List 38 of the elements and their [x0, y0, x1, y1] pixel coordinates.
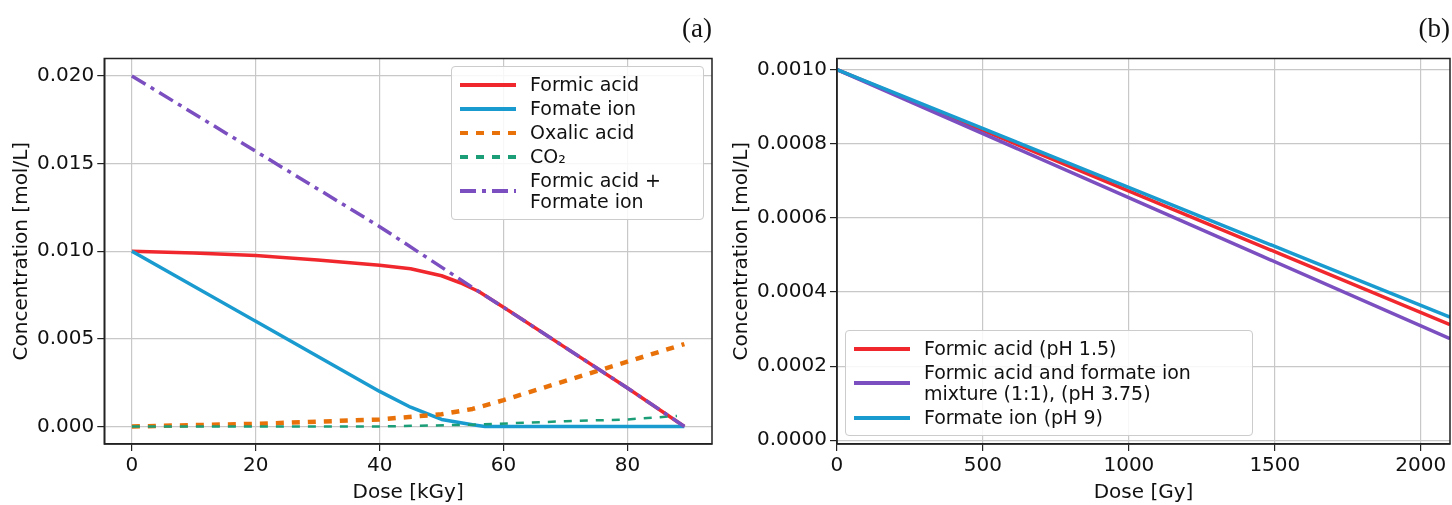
y-axis-title: Concentration [mol/L] [728, 141, 753, 361]
y-tick-label: 0.000 [36, 412, 95, 437]
x-tick-label: 20 [243, 452, 269, 477]
y-tick-label: 0.0000 [757, 426, 827, 451]
line-series [129, 341, 687, 429]
y-tick-label: 0.015 [36, 149, 95, 174]
x-tick-label: 1000 [1103, 452, 1155, 477]
legend-label: Fomate ion [530, 97, 637, 120]
x-tick-label: 2000 [1395, 452, 1447, 477]
legend-label: Formic acid and formate ion mixture (1:1), (pH 3.75) [923, 361, 1192, 405]
x-axis-title: Dose [Gy] [1093, 479, 1194, 504]
chart-title: (b) [1418, 13, 1450, 44]
x-tick-label: 0 [125, 452, 139, 477]
y-tick-label: 0.020 [36, 62, 95, 87]
x-tick-label: 80 [614, 452, 641, 477]
y-tick-label: 0.0002 [757, 352, 827, 377]
x-tick-label: 500 [963, 452, 1003, 477]
legend-label: Formic acid + Formate ion [530, 168, 662, 212]
legend-label: Oxalic acid [530, 121, 635, 144]
y-tick-label: 0.010 [36, 237, 95, 262]
y-tick-label: 0.005 [36, 325, 95, 350]
legend-label: Formate ion (pH 9) [923, 406, 1103, 429]
y-tick-label: 0.0008 [757, 129, 827, 154]
chart-title: (a) [682, 13, 712, 44]
legend-label: Formic acid [530, 73, 640, 96]
legend-label: CO₂ [530, 145, 566, 168]
legend-label: Formic acid (pH 1.5) [923, 337, 1117, 360]
x-tick-label: 40 [366, 452, 393, 477]
x-tick-label: 1500 [1249, 452, 1301, 477]
x-tick-label: 0 [830, 452, 844, 477]
x-axis-title: Dose [kGy] [352, 479, 464, 504]
y-tick-label: 0.0006 [757, 204, 827, 229]
x-tick-label: 60 [490, 452, 517, 477]
y-tick-label: 0.0010 [757, 55, 827, 80]
line-series [130, 74, 687, 429]
y-axis-title: Concentration [mol/L] [8, 141, 33, 361]
y-tick-label: 0.0004 [757, 278, 827, 303]
line-series [130, 414, 679, 428]
